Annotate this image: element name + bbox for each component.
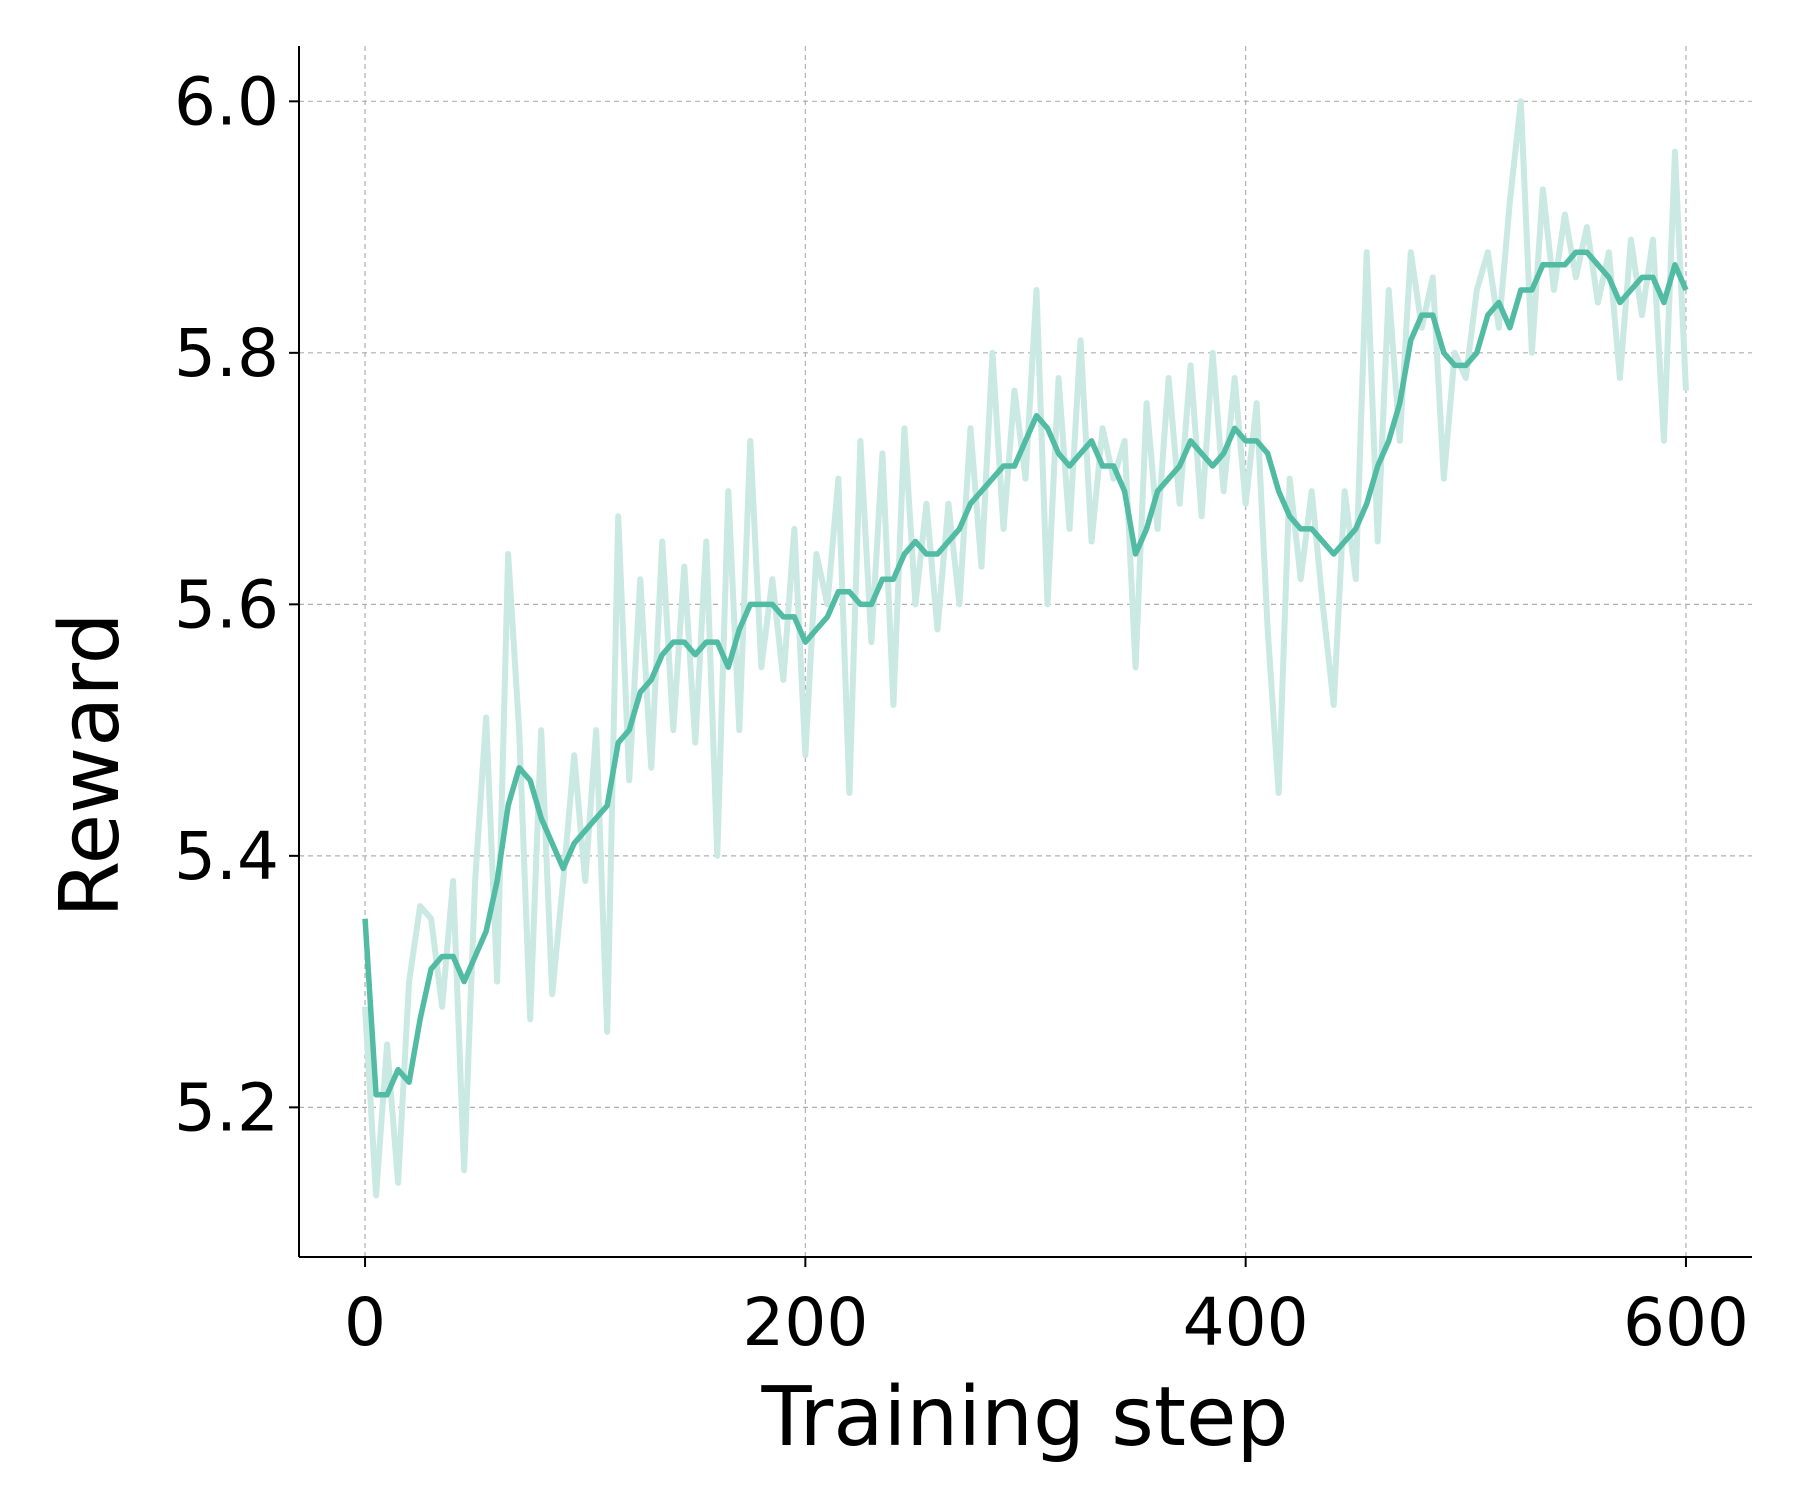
- y-tick-label: 5.6: [174, 566, 279, 643]
- y-tick-label: 5.2: [174, 1069, 279, 1146]
- x-tick-label: 200: [742, 1284, 868, 1361]
- x-tick-label: 0: [344, 1284, 386, 1361]
- line-series: [362, 98, 1689, 1199]
- y-tick-label: 6.0: [174, 63, 279, 140]
- x-axis-label: Training step: [761, 1370, 1289, 1465]
- y-tick-label: 5.4: [174, 818, 279, 895]
- line-series: [362, 249, 1689, 1098]
- y-axis-label: Reward: [43, 612, 138, 917]
- y-tick-label: 5.8: [174, 315, 279, 392]
- x-tick-label: 400: [1183, 1284, 1309, 1361]
- x-tick-label: 600: [1623, 1284, 1749, 1361]
